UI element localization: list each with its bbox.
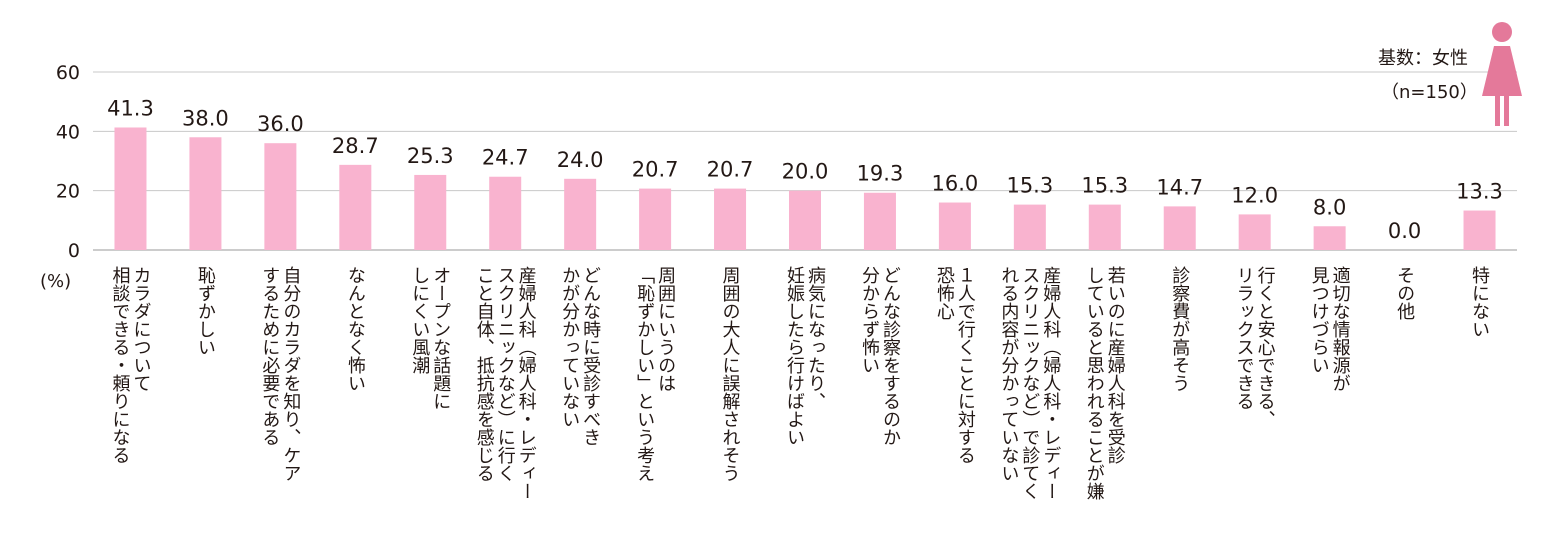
- category-label: 恥ずかしい: [195, 266, 216, 356]
- category-label: 産婦人科（婦人科・レディー: [1040, 266, 1061, 500]
- category-label: カラダについて: [130, 266, 151, 392]
- category-label: 適切な情報源が: [1330, 266, 1351, 392]
- woman-icon-dress: [1482, 46, 1522, 96]
- value-label: 41.3: [107, 96, 154, 120]
- bar: [1163, 206, 1196, 250]
- bar: [789, 190, 821, 250]
- category-label: するために必要である: [259, 266, 280, 446]
- bar: [639, 188, 672, 250]
- category-label: オープンな話題に: [430, 266, 451, 410]
- value-label: 24.7: [482, 146, 529, 170]
- value-label: 0.0: [1388, 219, 1421, 243]
- base-legend: 基数：女性 （n=150）: [1378, 22, 1522, 126]
- woman-icon-head: [1492, 22, 1512, 42]
- category-label: スクリニックなど）に行く: [495, 266, 516, 482]
- category-label: かが分かっていない: [559, 266, 580, 428]
- y-tick-label: 40: [56, 121, 80, 143]
- bar: [1313, 226, 1346, 250]
- bar: [414, 174, 447, 250]
- category-label: 「恥ずかしい」という考え: [634, 266, 655, 482]
- bar: [1013, 204, 1046, 250]
- category-label: 周囲にいうのは: [655, 266, 676, 392]
- value-label: 12.0: [1231, 183, 1278, 207]
- bar: [114, 127, 147, 250]
- bar: [339, 164, 372, 250]
- category-label: 若いのに産婦人科を受診: [1105, 266, 1126, 464]
- category-label: れる内容が分かっていない: [998, 266, 1019, 482]
- woman-icon-leg: [1504, 94, 1509, 126]
- category-label: 相談できる・頼りになる: [109, 266, 130, 464]
- category-label: 妊娠したら行けばよい: [784, 266, 805, 446]
- value-label: 15.3: [1006, 174, 1053, 198]
- woman-icon-leg: [1495, 94, 1500, 126]
- category-label: どんな時に受診すべき: [580, 266, 601, 446]
- value-label: 36.0: [257, 112, 304, 136]
- value-label: 28.7: [332, 134, 379, 158]
- bar: [489, 176, 522, 250]
- sample-size-label: （n=150）: [1381, 82, 1478, 103]
- value-label: 20.7: [707, 158, 754, 182]
- category-label: 見つけづらい: [1309, 266, 1330, 374]
- category-label: 周囲の大人に誤解されそう: [720, 266, 741, 482]
- category-label: リラックスできる: [1234, 266, 1255, 410]
- category-label: していると思われることが嫌: [1084, 266, 1105, 500]
- value-label: 15.3: [1081, 174, 1128, 198]
- y-tick-label: 0: [68, 240, 80, 262]
- bar: [938, 202, 971, 250]
- value-label: 20.0: [782, 160, 829, 184]
- category-label: その他: [1394, 266, 1415, 320]
- woman-icon: [1482, 22, 1522, 126]
- value-label: 20.7: [632, 158, 679, 182]
- bar: [564, 178, 597, 250]
- category-label: 恐怖心: [934, 266, 955, 320]
- category-label: 産婦人科（婦人科・レディー: [516, 266, 537, 500]
- value-label: 38.0: [182, 106, 229, 130]
- bar: [189, 137, 222, 250]
- category-label: 特にない: [1469, 266, 1490, 338]
- base-label: 基数：女性: [1378, 48, 1468, 69]
- category-label: 行くと安心できる、: [1255, 266, 1276, 428]
- value-label: 19.3: [857, 162, 904, 186]
- bars: [114, 127, 1496, 250]
- y-tick-label: 60: [56, 62, 80, 84]
- value-label: 8.0: [1313, 195, 1346, 219]
- value-label: 14.7: [1156, 175, 1203, 199]
- bar: [1088, 204, 1121, 250]
- bar: [863, 192, 896, 250]
- category-label: なんとなく怖い: [345, 266, 366, 392]
- unit-label: (%): [40, 271, 71, 292]
- category-label: １人で行くことに対する: [955, 266, 976, 464]
- value-label: 16.0: [932, 172, 979, 196]
- category-label: スクリニックなど）で診てく: [1019, 266, 1040, 500]
- category-label: 診察費が高そう: [1169, 266, 1190, 392]
- category-label: どんな診察をするのか: [880, 266, 901, 446]
- value-label: 25.3: [407, 144, 454, 168]
- bar: [1463, 210, 1496, 250]
- category-label: 病気になったり、: [805, 266, 826, 410]
- category-label: 分からず怖い: [859, 266, 880, 374]
- y-tick-label: 20: [56, 181, 80, 203]
- value-labels: 41.3 38.0 36.0 28.7 25.3 24.7 24.0 20.7 20.7 20.0…: [107, 96, 1503, 243]
- category-label: 自分のカラダを知り、ケア: [280, 266, 301, 482]
- bar: [1238, 214, 1271, 250]
- bar: [264, 143, 297, 250]
- value-label: 24.0: [557, 148, 604, 172]
- category-label: しにくい風潮: [409, 266, 430, 375]
- bar: [714, 188, 747, 250]
- value-label: 13.3: [1456, 180, 1503, 204]
- y-axis: 0 20 40 60: [56, 62, 80, 262]
- category-label: こと自体、抵抗感を感じる: [474, 266, 495, 482]
